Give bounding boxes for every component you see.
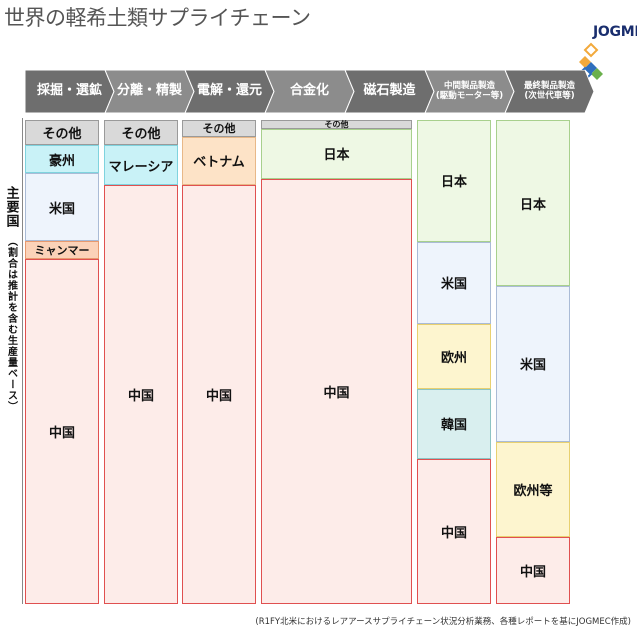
stage-chevron-4 [345,70,434,113]
column-5: 日本 米国 欧州等 中国 [496,120,570,604]
segment-4-1: 米国 [417,241,491,324]
stage-5: 中間製品製造 (駆動モーター等) [425,70,514,113]
segment-1-2: 中国 [104,184,178,604]
segment-5-1: 米国 [496,286,570,442]
segment-1-1: マレーシア [104,145,178,185]
column-0: その他 豪州 米国 ミャンマー 中国 [25,120,99,604]
stage-3: 合金化 [265,70,354,113]
stage-label: 最終製品製造 (次世代車等) [523,80,575,101]
segment-0-1: 豪州 [25,145,99,174]
stage-6: 最終製品製造 (次世代車等) [505,70,594,113]
column-2: その他 ベトナム 中国 [182,120,256,604]
segment-4-2: 欧州 [417,323,491,389]
process-banner: 採掘・選鉱 分離・精製 電解・還元 合金化 磁石製造 中間製品製造 (駆動モーター等) 最終… [25,70,594,113]
stage-chevron-2 [185,70,274,113]
stage-chevron-3 [265,70,354,113]
logo-text: JOGMEC [593,24,637,40]
segment-2-1: ベトナム [182,136,256,185]
stage-2: 電解・還元 [185,70,274,113]
segment-5-0: 日本 [496,120,570,286]
stage-label: 合金化 [289,83,329,99]
segment-4-0: 日本 [417,120,491,242]
stage-chevron-5 [425,70,514,113]
segment-4-3: 韓国 [417,388,491,459]
segment-5-2: 欧州等 [496,441,570,537]
column-1: その他 マレーシア 中国 [104,120,178,604]
segment-5-3: 中国 [496,536,570,604]
segment-3-1: 日本 [261,128,412,179]
column-4: 日本 米国 欧州 韓国 中国 [417,120,491,604]
stage-1: 分離・精製 [105,70,194,113]
stage-label: 中間製品製造 (駆動モーター等) [435,80,504,101]
side-label-sub: （割合は推計を含む生産量ベース） [5,236,17,412]
segment-1-0: その他 [104,120,178,146]
segment-4-4: 中国 [417,458,491,604]
page-title: 世界の軽希土類サプライチェーン [4,6,311,30]
stage-label: 採掘・選鉱 [36,83,102,99]
segment-0-4: 中国 [25,259,99,604]
logo-mark-icon [577,42,603,82]
main-countries-label: 主要国 （割合は推計を含む生産量ベース） [0,118,23,604]
stage-chevron-1 [105,70,194,113]
segment-0-2: 米国 [25,173,99,241]
side-label-main: 主要国 [3,186,19,228]
segment-2-0: その他 [182,120,256,137]
segment-2-2: 中国 [182,184,256,604]
stage-4: 磁石製造 [345,70,434,113]
stage-label: 磁石製造 [363,83,416,99]
stage-0: 採掘・選鉱 [25,70,114,113]
jogmec-logo: JOGMEC [575,20,637,90]
segment-0-0: その他 [25,120,99,146]
stage-label: 分離・精製 [116,83,182,99]
segment-3-0: その他 [261,120,412,129]
stage-label: 電解・還元 [196,83,262,99]
source-note: (R1FY北米におけるレアアースサプライチェーン状況分析業務、各種レポートを基に… [255,617,631,627]
segment-3-2: 中国 [261,178,412,604]
column-3: その他 日本 中国 [261,120,412,604]
stage-chevron-6 [505,70,594,113]
segment-0-3: ミャンマー [25,241,99,260]
